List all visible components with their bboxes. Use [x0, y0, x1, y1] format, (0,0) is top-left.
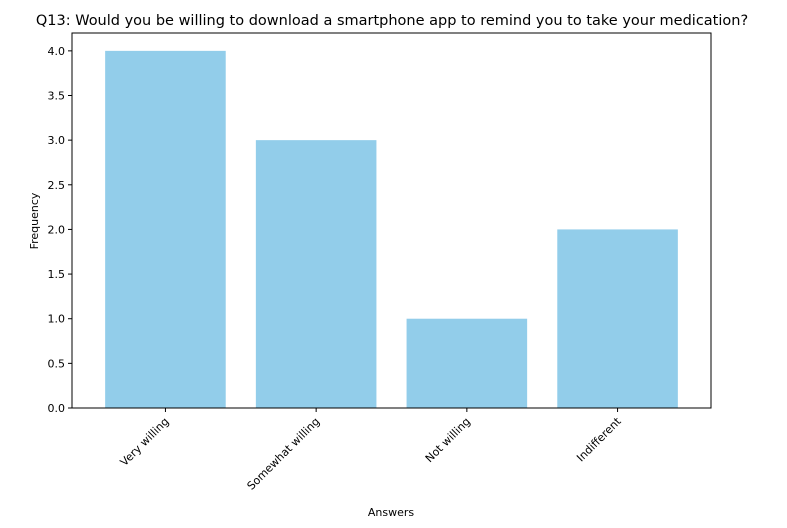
- chart-title: Q13: Would you be willing to download a …: [36, 13, 748, 29]
- y-axis-label: Frequency: [28, 192, 41, 249]
- y-tick-label: 2.5: [48, 179, 66, 192]
- bar-very-willing: [105, 50, 226, 408]
- y-tick-label: 0.0: [48, 402, 66, 415]
- x-tick-label: Somewhat willing: [245, 415, 323, 493]
- y-tick-label: 3.5: [48, 90, 66, 103]
- bar-not-willing: [406, 318, 528, 408]
- y-tick-label: 0.5: [48, 357, 66, 370]
- y-tick-label: 4.0: [48, 45, 66, 58]
- x-axis-label: Answers: [368, 506, 415, 519]
- bar-indifferent: [557, 229, 678, 408]
- y-tick-label: 3.0: [48, 134, 66, 147]
- bar-somewhat-willing: [255, 140, 377, 408]
- bars-layer: [105, 50, 678, 408]
- plot-frame: [71, 32, 712, 409]
- x-tick-label: Indifferent: [574, 414, 624, 464]
- y-axis: 0.0 0.5 1.0 1.5 2.0 2.5 3.0 3.5 4.0: [48, 45, 72, 415]
- x-axis: Very willing Somewhat willing Not willing I…: [118, 408, 624, 493]
- x-tick-label: Very willing: [118, 415, 172, 469]
- y-tick-label: 1.5: [48, 268, 66, 281]
- x-tick-label: Not willing: [423, 415, 473, 465]
- y-tick-label: 1.0: [48, 313, 66, 326]
- y-tick-label: 2.0: [48, 223, 66, 236]
